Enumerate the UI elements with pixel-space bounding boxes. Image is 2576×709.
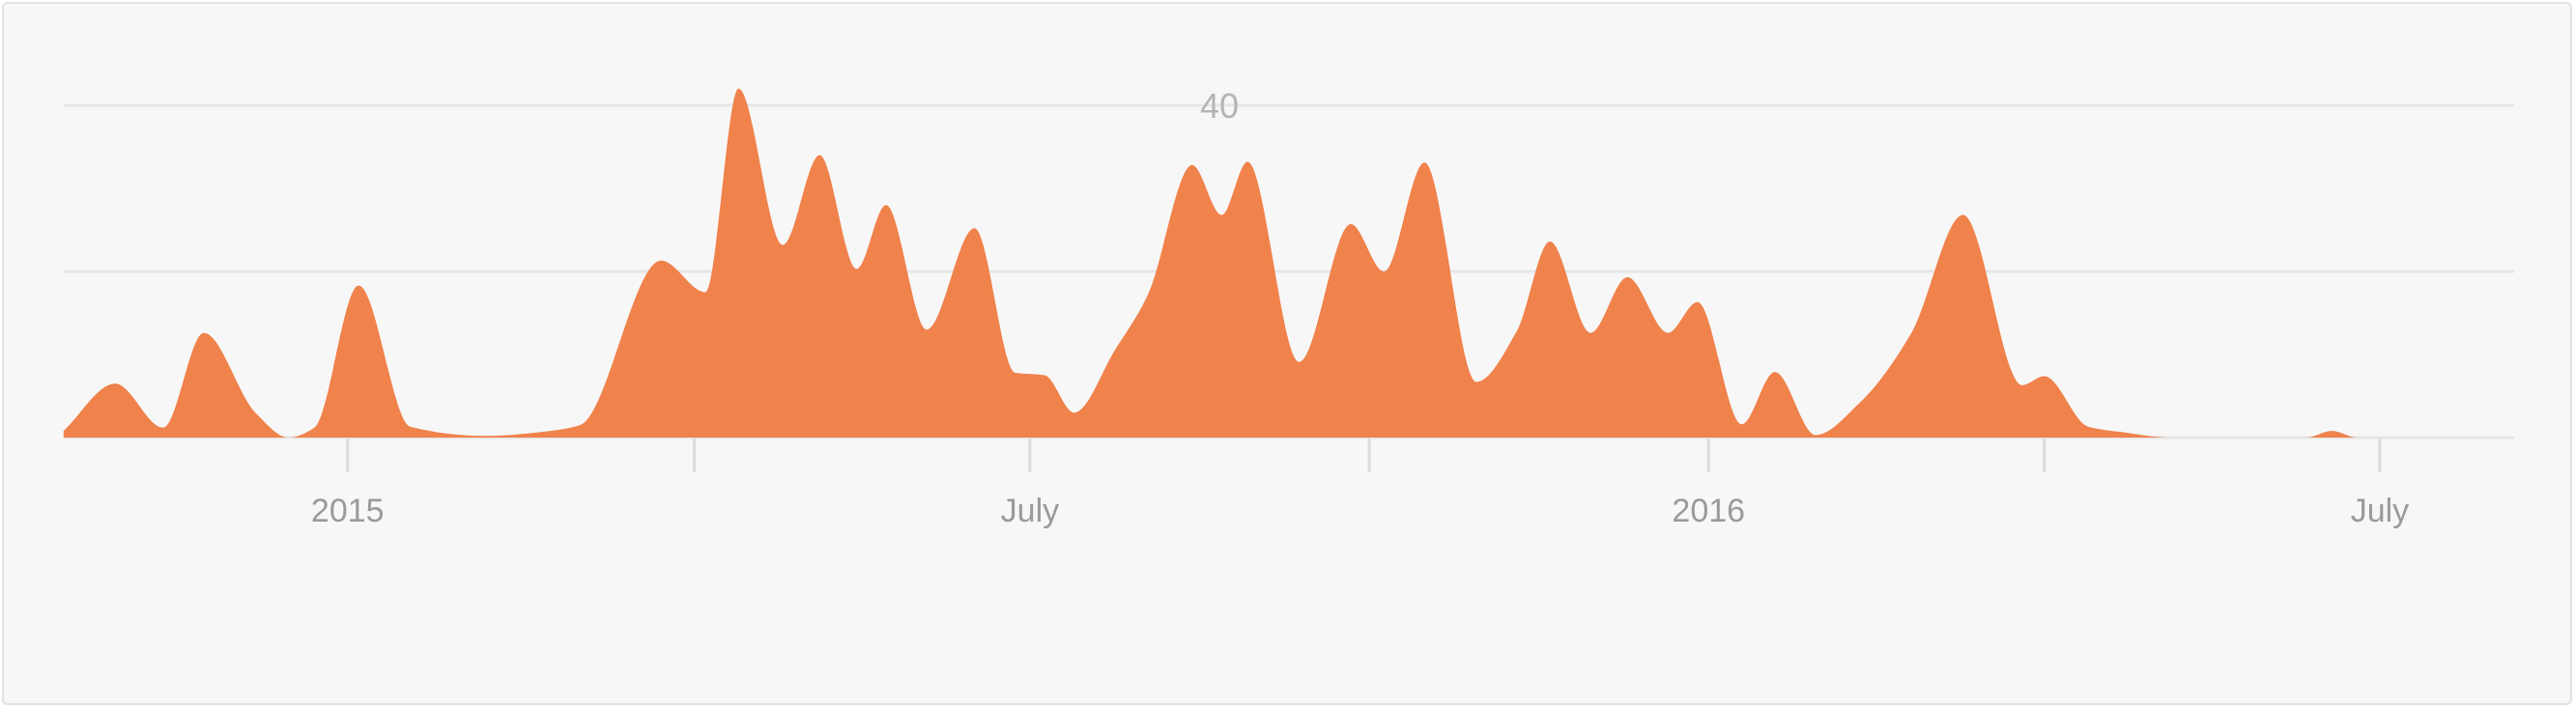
area-chart: 20402015July2016July (63, 86, 2520, 529)
x-tick-label-2015: 2015 (311, 493, 385, 529)
area-series (63, 88, 2520, 439)
x-tick-label-july: July (2351, 493, 2409, 529)
y-tick-label-40: 40 (1200, 86, 1239, 126)
x-tick-label-2016: 2016 (1672, 493, 1745, 529)
x-tick-label-july: July (1001, 493, 1059, 529)
